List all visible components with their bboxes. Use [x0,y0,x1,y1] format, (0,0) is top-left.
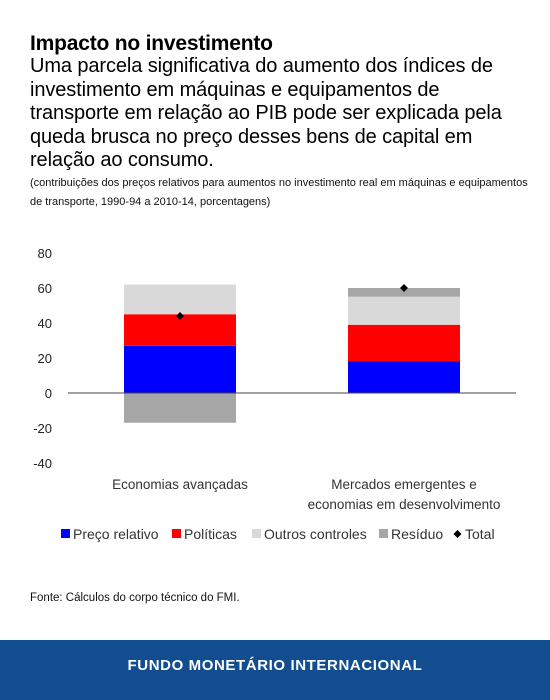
legend-swatch [61,529,70,538]
legend-swatch [379,529,388,538]
stacked-bar-chart: 80 60 40 20 0 -20 -40 Economias avançadas Mercad… [33,246,516,542]
chart-note: (contribuições dos preços relativos para… [30,177,528,208]
x-category-label: Economias avançadas [112,477,248,492]
bar-segment [124,284,236,315]
legend-label: Total [465,526,495,542]
bar-segment [348,324,460,362]
chart-subtitle: Uma parcela significativa do aumento dos… [30,55,502,171]
footer-banner: FUNDO MONETÁRIO INTERNACIONAL [0,640,550,700]
bar-segment [348,296,460,325]
y-tick-label: 40 [38,316,52,331]
total-marker [176,312,184,320]
bar-segment [124,345,236,393]
y-tick-label: 20 [38,351,52,366]
y-tick-label: 0 [45,386,52,401]
x-category-label: Mercados emergentes e [331,477,477,492]
legend-label: Outros controles [264,526,367,542]
legend-label: Resíduo [391,526,443,542]
bar-segment [348,288,460,297]
legend-label: Preço relativo [73,526,159,542]
x-category-label: economias em desenvolvimento [308,497,501,512]
y-tick-label: 60 [38,281,52,296]
y-tick-label: 80 [38,246,52,261]
y-tick-label: -20 [33,421,52,436]
total-marker [400,284,408,292]
bar-segment [124,393,236,423]
chart-title: Impacto no investimento [30,32,273,55]
legend-swatch [172,529,181,538]
bar-segment [348,361,460,393]
footer-org-name: FUNDO MONETÁRIO INTERNACIONAL [127,657,423,674]
legend-label: Políticas [184,526,237,542]
legend-swatch [453,530,462,538]
legend-swatch [252,529,261,538]
source-note: Fonte: Cálculos do corpo técnico do FMI. [30,592,240,604]
y-tick-label: -40 [33,456,52,471]
